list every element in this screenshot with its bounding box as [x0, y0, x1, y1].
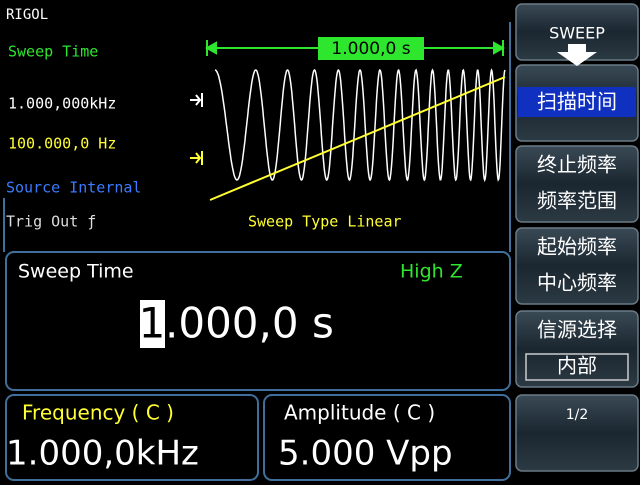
- softkey[interactable]: [515, 145, 639, 223]
- softkey-label: 起始频率: [537, 235, 617, 259]
- editor-frame: [5, 251, 511, 391]
- wave-frame: [3, 22, 511, 252]
- amp-frame: [263, 394, 511, 481]
- softkey-label: 扫描时间: [537, 90, 617, 114]
- softkey-label: 信源选择: [537, 318, 617, 342]
- amplitude-value: 5.000 Vpp: [278, 434, 453, 474]
- source: Source Internal: [6, 179, 141, 197]
- menu-title: SWEEP: [549, 24, 605, 43]
- softkey[interactable]: [515, 227, 639, 305]
- editor-label: Sweep Time: [18, 261, 134, 283]
- amplitude-label: Amplitude ( C ): [284, 401, 435, 425]
- softkey-label: 频率范围: [537, 189, 617, 213]
- softkey-highlight: [518, 87, 636, 117]
- start-freq: 1.000,000kHz: [8, 95, 116, 113]
- softkey-label: 中心频率: [537, 271, 617, 295]
- cursor: [140, 300, 165, 348]
- param-label: Sweep Time: [8, 43, 98, 61]
- frequency-label: Frequency ( C ): [22, 401, 174, 425]
- start-marker: [190, 93, 203, 107]
- brand: RIGOL: [6, 7, 48, 23]
- softkey-label: 1/2: [566, 407, 589, 423]
- value-rest: .000,0 s: [165, 299, 334, 348]
- time-box: [318, 37, 424, 60]
- value-cursor: 1: [139, 299, 166, 348]
- trig-out: Trig Out ƒ: [6, 213, 96, 231]
- chirp-wave: [214, 68, 506, 183]
- page-arrow: [557, 44, 597, 66]
- stop-freq: 100.000,0 Hz: [8, 135, 116, 153]
- sweep-type: Sweep Type Linear: [248, 213, 402, 231]
- softkey[interactable]: [515, 310, 639, 388]
- softkey-label: 终止频率: [537, 153, 617, 177]
- time-marker: 1.000,0 s: [331, 39, 410, 59]
- sweep-line: [209, 76, 506, 201]
- freq-frame: [5, 394, 259, 481]
- stop-marker: [190, 151, 203, 165]
- softkey[interactable]: [515, 394, 639, 472]
- sub-box: [525, 353, 629, 381]
- impedance: High Z: [400, 261, 463, 283]
- softkey-label: 内部: [557, 354, 597, 378]
- frequency-value: 1.000,0kHz: [6, 434, 199, 474]
